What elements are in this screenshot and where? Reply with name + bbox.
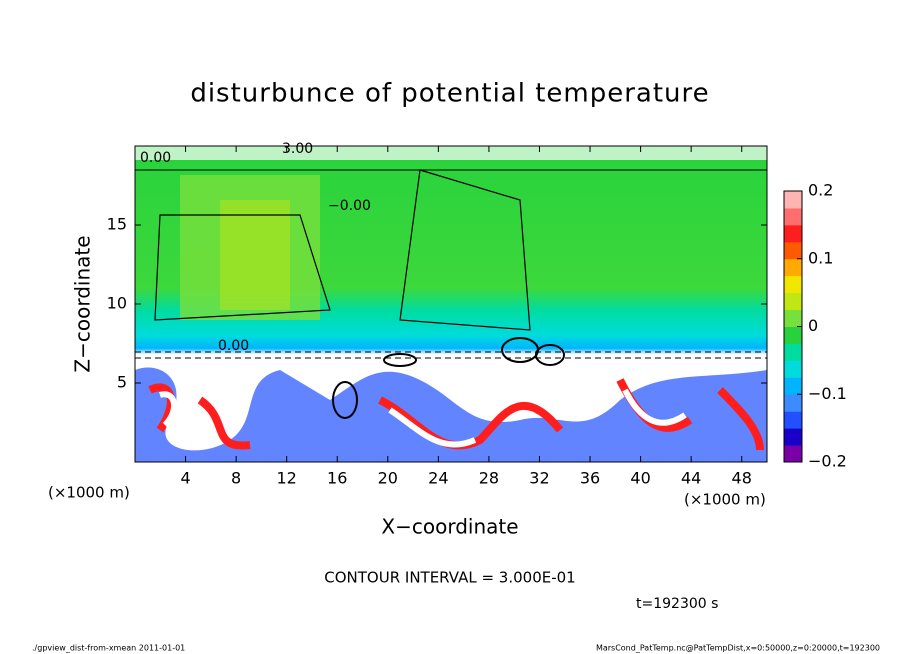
colorbar-cell [784,411,802,429]
contour-line [535,344,565,366]
chart-title: disturbunce of potential temperature [190,79,709,109]
contour-label: 3.00 [282,141,313,157]
contour-line [154,169,531,331]
x-tick-label: 24 [428,469,448,488]
x-tick-label: 8 [231,469,241,488]
x-tick-label: 32 [529,469,549,488]
colorbar-cell [784,224,802,243]
colorbar-cell [784,326,802,344]
time-label: t=192300 s [636,596,718,612]
contour-label: 0.00 [218,338,249,354]
x-unit: (×1000 m) [684,491,766,509]
y-axis-label: Z−coordinate [71,235,95,372]
field-shape [135,367,767,462]
colorbar-cell [784,241,802,260]
footer-left: ./gpview_dist-from-xmean 2011-01-01 [32,644,185,653]
footer-right: MarsCond_PatTemp.nc@PatTempDist,x=0:5000… [596,644,880,653]
field-shape [159,388,687,448]
colorbar-cell [784,343,802,361]
y-tick-label: 10 [107,294,127,313]
x-tick-label: 40 [630,469,650,488]
y-tick-label: 5 [117,373,127,392]
x-tick-label: 12 [277,469,297,488]
colorbar-cell [784,445,802,463]
x-tick-label: 36 [580,469,600,488]
colorbar-cell [784,394,802,412]
field [135,146,767,462]
x-tick-label: 4 [180,469,190,488]
x-tick-label: 28 [479,469,499,488]
contour-line [383,353,417,367]
field-shape [135,146,767,160]
contour-interval: CONTOUR INTERVAL = 3.000E-01 [324,569,575,587]
colorbar-cell [784,207,802,226]
y-tick-label: 15 [107,215,127,234]
colorbar-tick-label: −0.2 [808,452,847,471]
colorbar-cell [784,292,802,311]
contour-line [135,351,767,359]
colorbar-tick-label: 0.1 [808,248,833,267]
colorbar-tick-label: −0.1 [808,384,847,403]
contour-line [332,381,358,419]
x-axis-label: X−coordinate [381,515,518,539]
x-unit: (×1000 m) [48,484,130,502]
x-tick-label: 20 [378,469,398,488]
colorbar-cell [784,191,802,209]
field-shape [220,200,290,310]
colorbar-tick-label: 0 [808,316,818,335]
x-tick-label: 48 [732,469,752,488]
colorbar-cell [784,275,802,294]
colorbar-cell [784,309,802,327]
colorbar-cell [784,377,802,395]
colorbar-cell [784,360,802,378]
colorbar-cell [784,428,802,446]
contour-label: −0.00 [328,198,371,214]
x-tick-label: 16 [327,469,347,488]
colorbar-tick-label: 0.2 [808,181,833,200]
contour-label: 0.00 [140,150,171,166]
colorbar-cell [784,258,802,277]
x-tick-label: 44 [681,469,701,488]
